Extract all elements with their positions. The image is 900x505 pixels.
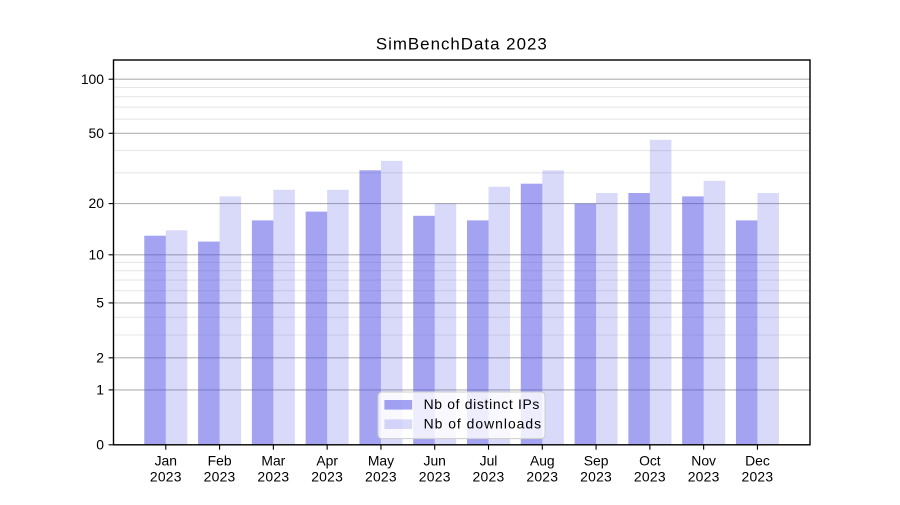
svg-text:2023: 2023 xyxy=(150,469,182,485)
svg-text:SimBenchData 2023: SimBenchData 2023 xyxy=(376,35,548,54)
svg-text:10: 10 xyxy=(89,246,105,262)
svg-text:2023: 2023 xyxy=(741,469,773,485)
svg-text:Nb of downloads: Nb of downloads xyxy=(424,415,542,431)
svg-text:Dec: Dec xyxy=(745,453,770,469)
svg-text:Nb of distinct IPs: Nb of distinct IPs xyxy=(424,396,540,412)
svg-text:2023: 2023 xyxy=(580,469,612,485)
svg-text:Aug: Aug xyxy=(530,453,555,469)
svg-text:2: 2 xyxy=(96,349,104,365)
svg-text:Oct: Oct xyxy=(639,453,661,469)
svg-text:2023: 2023 xyxy=(419,469,451,485)
svg-text:Apr: Apr xyxy=(316,453,338,469)
svg-text:Jan: Jan xyxy=(155,453,177,469)
svg-text:Nov: Nov xyxy=(691,453,716,469)
svg-text:2023: 2023 xyxy=(257,469,289,485)
svg-text:50: 50 xyxy=(89,125,105,141)
svg-text:Jun: Jun xyxy=(424,453,446,469)
svg-text:20: 20 xyxy=(89,195,105,211)
svg-text:May: May xyxy=(368,453,394,469)
svg-text:100: 100 xyxy=(81,71,104,87)
svg-text:2023: 2023 xyxy=(634,469,666,485)
svg-text:Mar: Mar xyxy=(261,453,285,469)
svg-text:2023: 2023 xyxy=(473,469,505,485)
svg-text:5: 5 xyxy=(96,295,104,311)
svg-text:2023: 2023 xyxy=(311,469,343,485)
svg-text:Jul: Jul xyxy=(480,453,498,469)
svg-text:1: 1 xyxy=(96,382,104,398)
svg-text:2023: 2023 xyxy=(204,469,236,485)
svg-text:2023: 2023 xyxy=(526,469,558,485)
svg-text:Feb: Feb xyxy=(208,453,232,469)
svg-text:2023: 2023 xyxy=(688,469,720,485)
svg-text:Sep: Sep xyxy=(584,453,609,469)
svg-text:2023: 2023 xyxy=(365,469,397,485)
svg-text:0: 0 xyxy=(96,436,104,452)
